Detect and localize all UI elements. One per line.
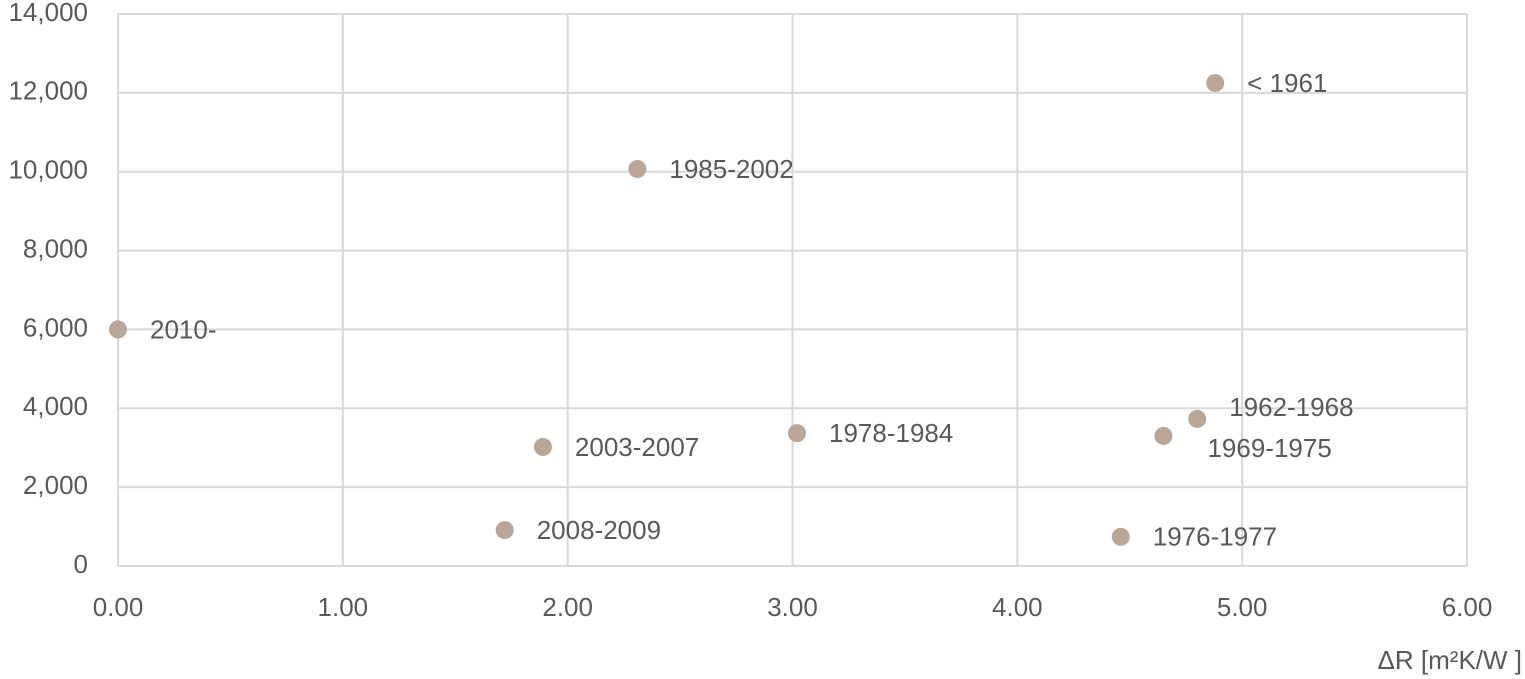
data-point [1111,527,1130,546]
data-point [1188,409,1207,428]
data-point [533,437,552,456]
data-point [628,159,647,178]
point-label: 1985-2002 [669,154,793,184]
y-tick-label: 8,000 [23,233,88,263]
point-label: 2010- [150,314,217,344]
data-point [495,521,514,540]
data-point [109,320,127,339]
x-tick-label: 1.00 [318,592,369,622]
y-tick-label: 10,000 [8,155,88,185]
data-point [787,424,806,443]
data-point [1206,74,1225,92]
data-point [1154,426,1173,445]
point-label: 2008-2009 [537,515,661,545]
x-axis-title: ΔR [m²K/W ] [1378,645,1522,675]
y-tick-label: 2,000 [23,470,88,500]
point-label: 1969-1975 [1207,433,1331,463]
y-tick-label: 4,000 [23,391,88,421]
x-tick-label: 0.00 [93,592,144,622]
y-tick-label: 12,000 [8,76,88,106]
y-tick-label: 14,000 [8,0,88,27]
x-tick-label: 2.00 [542,592,593,622]
x-tick-label: 4.00 [992,592,1043,622]
point-label: 1962-1968 [1229,392,1353,422]
x-tick-label: 5.00 [1217,592,1268,622]
x-tick-label: 6.00 [1442,592,1493,622]
x-tick-label: 3.00 [767,592,818,622]
point-label: 2003-2007 [575,432,699,462]
y-tick-label: 0 [74,549,88,579]
y-tick-label: 6,000 [23,312,88,342]
point-label: < 1961 [1247,68,1327,98]
point-label: 1978-1984 [829,418,953,448]
point-label: 1976-1977 [1153,522,1277,552]
